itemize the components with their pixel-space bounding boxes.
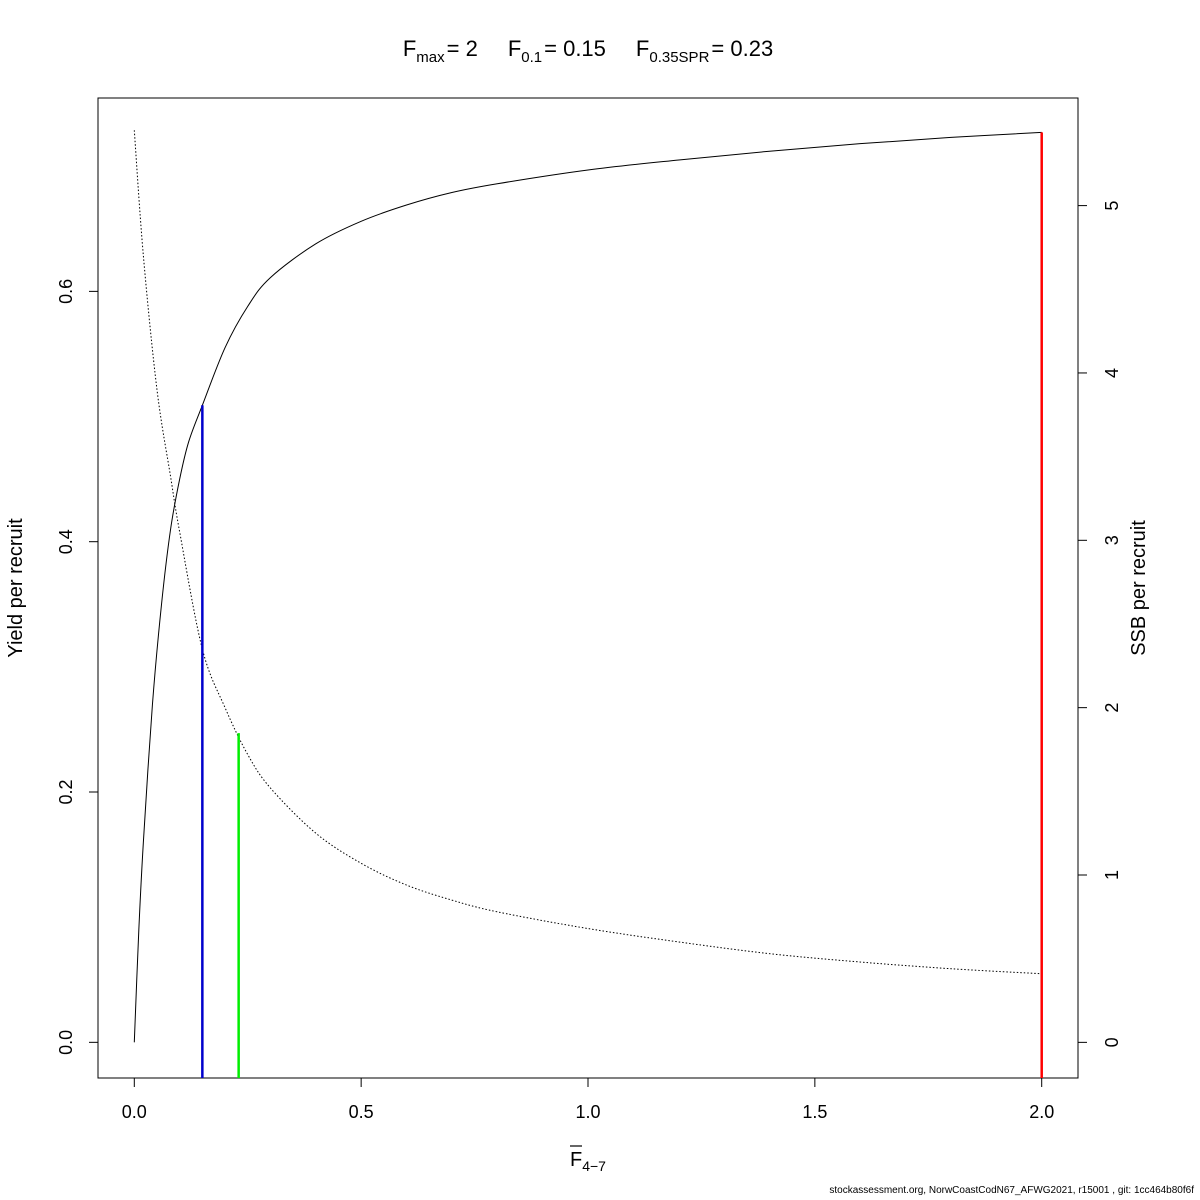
y-right-axis: 0 1 2 3 4 5 <box>1077 201 1122 1047</box>
x-axis-label: F4−7 <box>570 1149 606 1174</box>
y-right-tick-label: 3 <box>1102 535 1122 545</box>
y-left-axis: 0.0 0.2 0.4 0.6 <box>56 279 99 1055</box>
x-tick-label: 1.0 <box>575 1102 600 1122</box>
y-left-tick-label: 0.2 <box>56 779 76 804</box>
y-right-tick-label: 5 <box>1102 201 1122 211</box>
y-right-tick-label: 0 <box>1102 1037 1122 1047</box>
x-tick-label: 1.5 <box>802 1102 827 1122</box>
series-group <box>133 130 1042 1043</box>
x-tick-label: 0.5 <box>349 1102 374 1122</box>
y-left-tick-label: 0.4 <box>56 529 76 554</box>
x-tick-label: 2.0 <box>1029 1102 1054 1122</box>
reference-lines <box>201 132 1043 1078</box>
footer-credit: stockassessment.org, NorwCoastCodN67_AFW… <box>829 1185 1194 1196</box>
x-tick-label: 0.0 <box>122 1102 147 1122</box>
y-left-tick-label: 0.6 <box>56 279 76 304</box>
y-left-tick-label: 0.0 <box>56 1030 76 1055</box>
chart-title: Fmax= 2 F0.1= 0.15 F0.35SPR= 0.23 <box>403 36 773 66</box>
x-axis: 0.0 0.5 1.0 1.5 2.0 <box>122 1077 1054 1122</box>
y-right-tick-label: 2 <box>1102 703 1122 713</box>
y-left-axis-label: Yield per recruit <box>5 518 27 658</box>
y-right-tick-label: 1 <box>1102 870 1122 880</box>
yield-per-recruit-line <box>133 131 1042 1043</box>
y-right-tick-label: 4 <box>1102 368 1122 378</box>
ssb-per-recruit-line <box>133 130 1042 975</box>
y-right-axis-label: SSB per recruit <box>1128 520 1150 656</box>
plot-frame <box>97 97 1079 1079</box>
